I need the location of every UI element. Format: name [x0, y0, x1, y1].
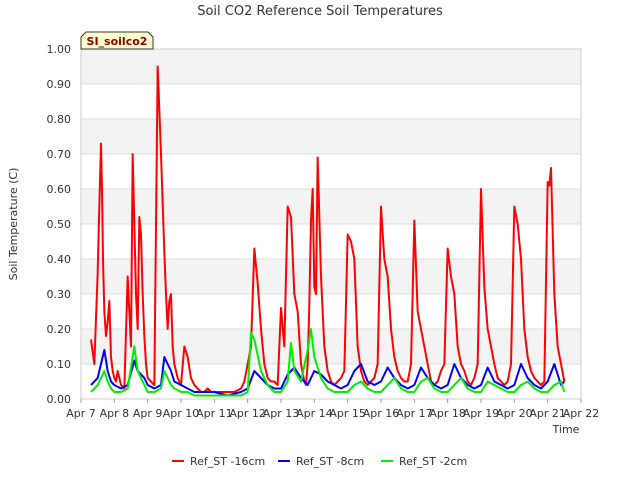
legend-item: Ref_ST -8cm: [278, 455, 364, 468]
x-tick-label: Apr 9: [133, 407, 163, 420]
x-tick-label: Apr 16: [363, 407, 400, 420]
x-tick-label: Apr 10: [163, 407, 200, 420]
y-tick-label: 0.20: [47, 323, 72, 336]
badge-shape: [80, 31, 154, 50]
x-tick-label: Apr 17: [396, 407, 433, 420]
y-tick-label: 0.40: [47, 253, 72, 266]
y-tick-label: 0.30: [47, 288, 72, 301]
grid-band: [81, 84, 581, 119]
series-line: [90, 65, 566, 393]
y-axis: 0.00 0.10 0.20 0.30 0.40 0.50 0.60 0.70 0.80 0.90…: [47, 43, 72, 406]
grid-band: [81, 189, 581, 224]
x-tick-label: Apr 8: [100, 407, 130, 420]
plot-frame: [80, 48, 582, 400]
legend-label: Ref_ST -8cm: [296, 455, 364, 468]
y-tick-label: 0.10: [47, 358, 72, 371]
grid-band: [81, 49, 581, 84]
badge-label: SI_soilco2: [87, 35, 148, 48]
grid-band: [81, 294, 581, 329]
y-tick-label: 0.50: [47, 218, 72, 231]
series-lines: [90, 65, 566, 397]
legend-item: Ref_ST -16cm: [172, 455, 265, 468]
badge: SI_soilco2: [80, 31, 154, 50]
x-tick-label: Apr 22: [563, 407, 600, 420]
chart-title: Soil CO2 Reference Soil Temperatures: [197, 4, 443, 19]
legend: Ref_ST -16cm Ref_ST -8cm Ref_ST -2cm: [172, 455, 467, 468]
x-tick-label: Apr 11: [196, 407, 233, 420]
y-tick-label: 0.60: [47, 183, 72, 196]
y-tick-label: 0.70: [47, 148, 72, 161]
grid-band: [81, 119, 581, 154]
x-tick-label: Apr 12: [229, 407, 266, 420]
x-tick-label: Apr 19: [463, 407, 500, 420]
plot-area: [80, 48, 582, 400]
y-axis-title: Soil Temperature (C): [7, 168, 20, 281]
x-tick-label: Apr 21: [529, 407, 566, 420]
y-tick-label: 1.00: [47, 43, 72, 56]
x-tick-label: Apr 13: [263, 407, 300, 420]
series-line: [90, 328, 566, 397]
x-tick-label: Apr 20: [496, 407, 533, 420]
x-axis-title: Time: [552, 423, 580, 436]
x-tick-label: Apr 18: [429, 407, 466, 420]
y-tick-label: 0.90: [47, 78, 72, 91]
legend-label: Ref_ST -16cm: [190, 455, 265, 468]
legend-label: Ref_ST -2cm: [399, 455, 467, 468]
x-tick-label: Apr 15: [329, 407, 366, 420]
y-tick-label: 0.00: [47, 393, 72, 406]
y-tick-label: 0.80: [47, 113, 72, 126]
x-tick-label: Apr 14: [296, 407, 333, 420]
series-line: [90, 349, 566, 397]
x-tick-label: Apr 7: [66, 407, 96, 420]
grid-band: [81, 329, 581, 364]
grid-band: [81, 154, 581, 189]
legend-item: Ref_ST -2cm: [381, 455, 467, 468]
